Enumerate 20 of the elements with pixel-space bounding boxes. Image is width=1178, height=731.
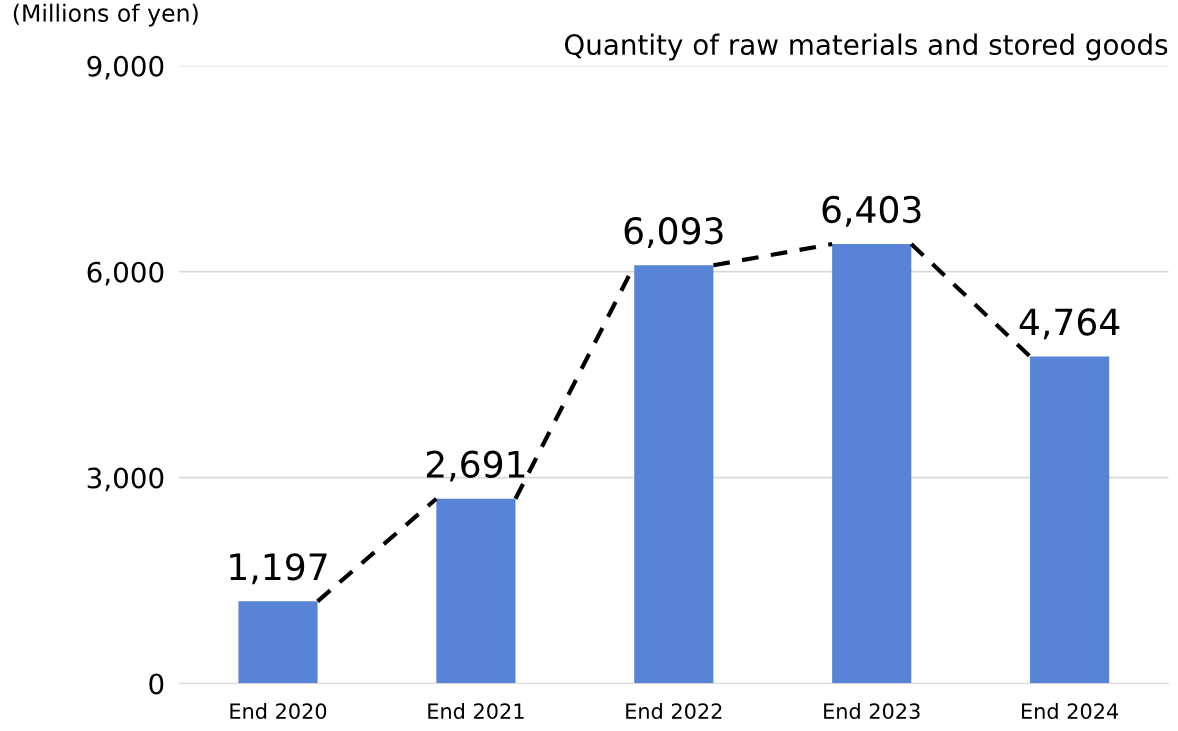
bar [832, 244, 912, 684]
text: 6,403 [822, 195, 921, 227]
text: 2,691 [426, 450, 525, 482]
y-axis-title: (Millions of yen) [13, 3, 198, 27]
x-tick-label: End 2020 [230, 702, 327, 720]
y-tick-label: 6,000 [87, 261, 164, 286]
bar [238, 601, 318, 684]
bar [1030, 356, 1110, 684]
text: 1,197 [230, 553, 327, 585]
x-tick-label: End 2023 [824, 702, 920, 720]
text: 6,093 [624, 217, 723, 249]
bar [634, 265, 714, 684]
x-tick-label: End 2021 [428, 702, 524, 720]
chart-title: Quantity of raw materials and stored goods [564, 33, 1168, 61]
x-tick-label: End 2022 [626, 702, 722, 720]
y-tick-label: 9,000 [87, 55, 164, 80]
x-tick-label: End 2024 [1022, 702, 1119, 720]
y-tick-label: 0 [149, 673, 164, 695]
text: 4,764 [1019, 308, 1120, 340]
y-tick-label: 3,000 [87, 467, 164, 492]
